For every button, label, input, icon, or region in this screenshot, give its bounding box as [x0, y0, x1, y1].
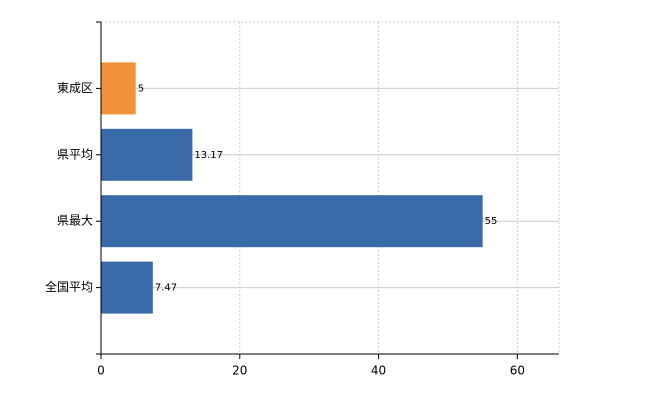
bar: [101, 261, 153, 314]
value-label: 5: [138, 83, 144, 94]
y-tick-label: 県最大: [57, 214, 93, 228]
y-tick-label: 県平均: [57, 147, 93, 161]
bar: [101, 195, 483, 248]
value-label: 13.17: [194, 150, 223, 161]
y-tick-label: 東成区: [57, 81, 93, 95]
y-tick-label: 全国平均: [45, 279, 93, 294]
value-label: 7.47: [155, 283, 177, 294]
x-tick-label: 20: [232, 364, 247, 378]
bar: [101, 62, 136, 115]
x-tick-label: 0: [97, 364, 105, 378]
x-tick-label: 60: [510, 364, 525, 378]
x-tick-label: 40: [371, 364, 386, 378]
value-label: 55: [485, 216, 498, 227]
bar: [101, 128, 193, 181]
